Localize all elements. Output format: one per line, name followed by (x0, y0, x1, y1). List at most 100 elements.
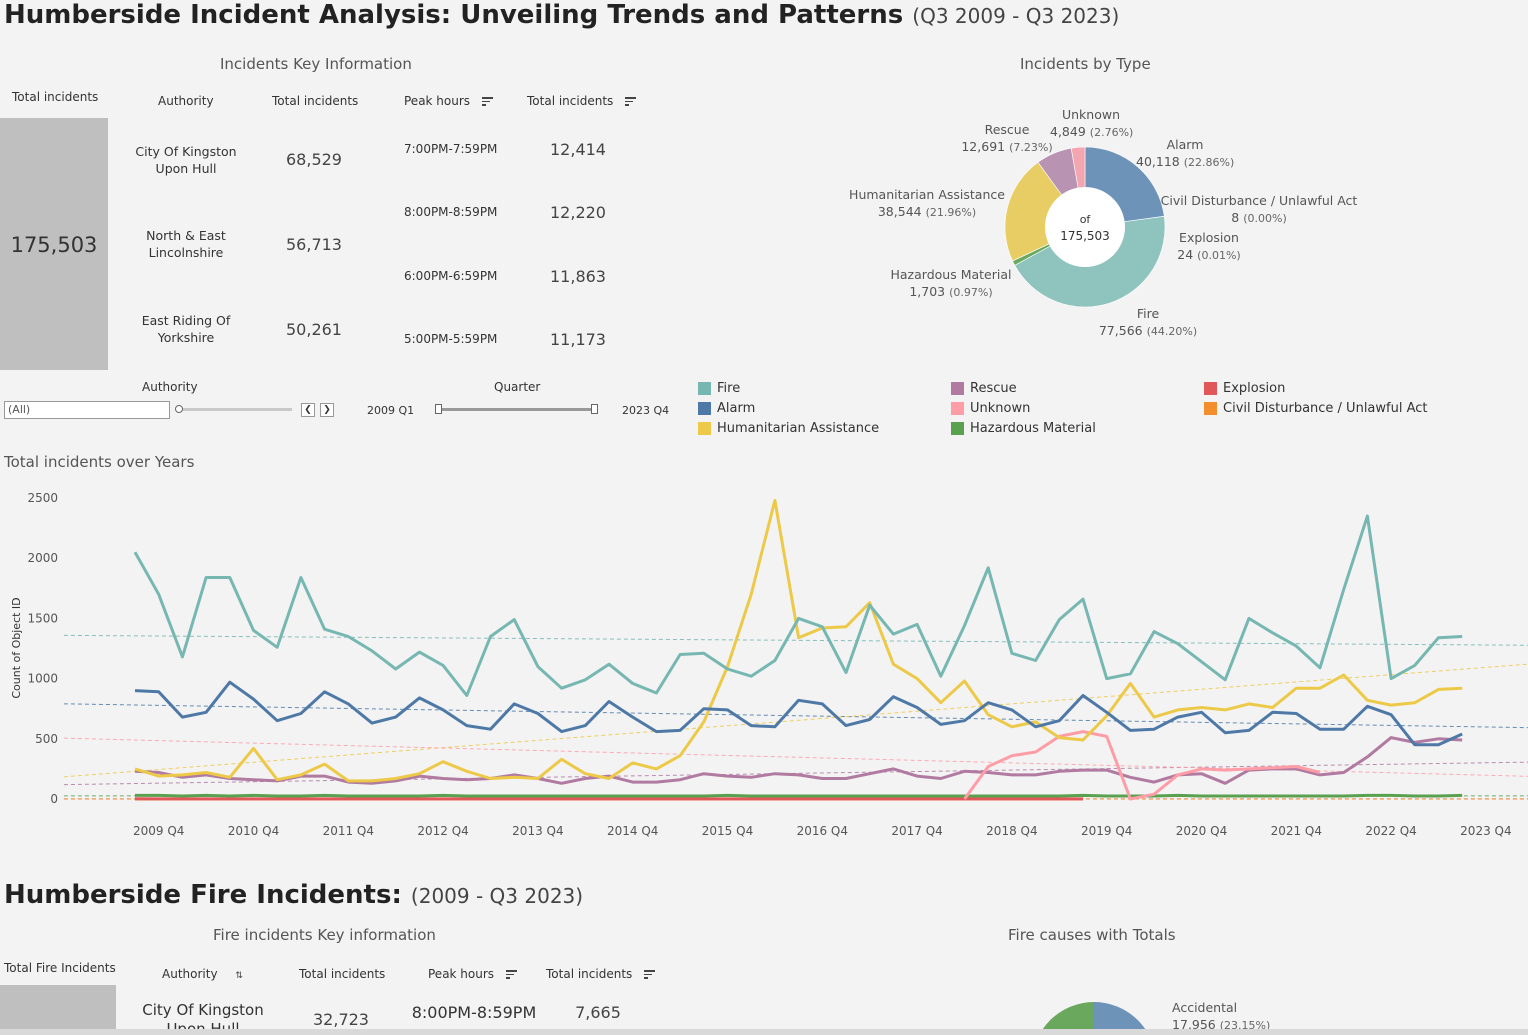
quarter-slider-track[interactable] (438, 408, 596, 411)
authority-slider-handle[interactable] (175, 405, 183, 413)
line-chart-title: Total incidents over Years (4, 453, 195, 471)
fire-key-info-title: Fire incidents Key information (213, 926, 436, 944)
pie-center-hole (1045, 187, 1125, 267)
sort-icon[interactable] (481, 97, 493, 106)
fire-title-period: (2009 - Q3 2023) (410, 884, 584, 908)
next-arrow-icon[interactable]: ❯ (320, 403, 334, 417)
authority-total: 50,261 (286, 320, 342, 339)
pie-label-rescue: Rescue 12,691 (7.23%) (961, 122, 1053, 154)
legend-swatch (951, 422, 964, 435)
series-line-fire (133, 514, 1463, 697)
quarter-slider-end-handle[interactable] (591, 404, 598, 414)
legend-item-hazardous[interactable]: Hazardous Material (951, 421, 1096, 436)
authority-total: 68,529 (286, 150, 342, 169)
pie-label-explosion: Explosion 24 (0.01%) (1177, 230, 1241, 262)
pie-label-humanitarian: Humanitarian Assistance 38,544 (21.96%) (849, 187, 1005, 219)
pie-title: Incidents by Type (1020, 55, 1151, 73)
pie-label-fire: Fire 77,566 (44.20%) (1098, 306, 1198, 338)
sort-icon[interactable] (505, 970, 517, 979)
authority-name: City Of Kingston Upon Hull (135, 144, 237, 176)
peak-total: 11,173 (550, 330, 606, 349)
x-tick-label: 2011 Q4 (323, 824, 374, 838)
series-line-hazardous-material (135, 793, 1463, 798)
peak-total: 11,863 (550, 267, 606, 286)
total-incidents-tile (0, 118, 108, 370)
pie-center-text: of (1080, 213, 1092, 226)
fire-peak-total: 7,665 (575, 1003, 621, 1022)
peak-hours-header[interactable]: Peak hours (404, 94, 493, 108)
legend-item-rescue[interactable]: Rescue (951, 381, 1017, 396)
x-tick-label: 2013 Q4 (512, 824, 563, 838)
total-incidents-label: Total incidents (12, 90, 99, 104)
authority-slider-track[interactable] (180, 408, 292, 411)
legend-item-fire[interactable]: Fire (698, 381, 740, 396)
x-tick-label: 2022 Q4 (1365, 824, 1416, 838)
legend-item-unknown[interactable]: Unknown (951, 401, 1030, 416)
fire-authority-header[interactable]: Authority ⇅ (162, 967, 243, 981)
trend-line-humanitarian-assistance (63, 663, 1528, 778)
trend-line-alarm (63, 703, 1528, 729)
sort-icon[interactable] (625, 97, 637, 106)
x-tick-label: 2014 Q4 (607, 824, 658, 838)
horizontal-scrollbar[interactable] (0, 1029, 1528, 1035)
fire-peak-hour: 8:00PM-8:59PM (411, 1003, 537, 1022)
prev-arrow-icon[interactable]: ❮ (301, 403, 315, 417)
authority-filter-input[interactable]: (All) (4, 401, 170, 419)
y-tick-label: 0 (50, 792, 58, 806)
legend-swatch (951, 402, 964, 415)
series-line-humanitarian-assistance (134, 498, 1463, 783)
legend-swatch (1204, 402, 1217, 415)
title-text: Humberside Incident Analysis: Unveiling … (4, 0, 904, 30)
fire-cause-label: Accidental 17,956 (23.15%) (1172, 1000, 1271, 1032)
authority-name: East Riding Of Yorkshire (141, 313, 231, 345)
x-tick-label: 2016 Q4 (797, 824, 848, 838)
authority-name: North & East Lincolnshire (146, 228, 226, 260)
incidents-over-years-line-chart[interactable]: 0 500 1000 1500 2000 2500 Count of Object ID 20… (0, 478, 1528, 840)
pie-label-civil: Civil Disturbance / Unlawful Act 8 (0.00… (1160, 193, 1358, 225)
x-tick-label: 2021 Q4 (1271, 824, 1322, 838)
dashboard-title: Humberside Incident Analysis: Unveiling … (4, 0, 1119, 30)
pie-slice-accidental (1094, 1002, 1149, 1035)
authority-total: 56,713 (286, 235, 342, 254)
series-line-unknown (963, 730, 1321, 801)
fire-total-label: Total Fire Incidents (4, 961, 116, 975)
y-tick-label: 1000 (27, 672, 58, 686)
x-tick-label: 2019 Q4 (1081, 824, 1132, 838)
peak-total-header[interactable]: Total incidents (527, 94, 637, 108)
quarter-slider-start-handle[interactable] (435, 404, 442, 414)
sort-icon[interactable] (644, 970, 656, 979)
legend-swatch (698, 422, 711, 435)
pie-label-unknown: Unknown 4,849 (2.76%) (1050, 107, 1134, 139)
y-tick-label: 2000 (27, 551, 58, 565)
fire-causes-pie[interactable] (1030, 1000, 1160, 1035)
legend-item-civil-disturbance[interactable]: Civil Disturbance / Unlawful Act (1204, 401, 1428, 416)
pie-label-hazardous: Hazardous Material 1,703 (0.97%) (890, 267, 1012, 299)
peak-total: 12,414 (550, 140, 606, 159)
fire-peak-header-label: Peak hours (428, 967, 495, 981)
peak-hour: 6:00PM-6:59PM (404, 269, 498, 283)
peak-hour: 8:00PM-8:59PM (404, 205, 498, 219)
x-tick-label: 2018 Q4 (986, 824, 1037, 838)
total-incidents-value: 175,503 (10, 233, 98, 257)
fire-title-text: Humberside Fire Incidents: (4, 880, 402, 910)
incidents-by-type-pie[interactable]: of 175,503 (985, 127, 1185, 327)
authority-filter-label: Authority (142, 380, 198, 394)
legend-item-humanitarian[interactable]: Humanitarian Assistance (698, 421, 879, 436)
y-tick-label: 2500 (27, 491, 58, 505)
pie-center-total: 175,503 (1060, 229, 1110, 243)
x-tick-label: 2015 Q4 (702, 824, 753, 838)
fire-section-title: Humberside Fire Incidents: (2009 - Q3 20… (4, 880, 583, 910)
sort-az-icon[interactable]: ⇅ (235, 971, 243, 981)
key-info-title: Incidents Key Information (220, 55, 412, 73)
x-tick-label: 2017 Q4 (891, 824, 942, 838)
fire-peak-total-header[interactable]: Total incidents (546, 967, 656, 981)
fire-authority-header-label: Authority (162, 967, 218, 981)
quarter-start: 2009 Q1 (367, 404, 415, 417)
legend-item-alarm[interactable]: Alarm (698, 401, 755, 416)
legend-item-explosion[interactable]: Explosion (1204, 381, 1285, 396)
fire-causes-title: Fire causes with Totals (1008, 926, 1176, 944)
peak-total-header-label: Total incidents (527, 94, 614, 108)
legend-swatch (1204, 382, 1217, 395)
fire-peak-header[interactable]: Peak hours (428, 967, 517, 981)
x-tick-label: 2020 Q4 (1176, 824, 1227, 838)
